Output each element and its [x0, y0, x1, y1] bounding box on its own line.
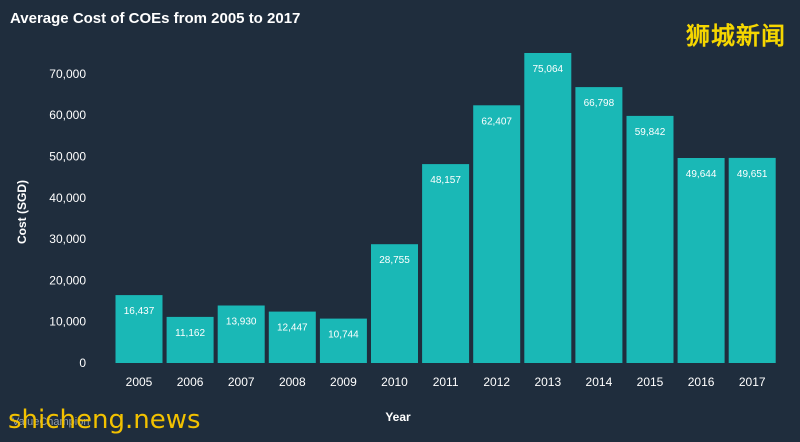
x-tick-label: 2013 — [534, 375, 561, 389]
bar-2007 — [217, 305, 265, 363]
data-label: 49,644 — [686, 169, 717, 180]
data-label: 48,157 — [430, 175, 461, 186]
data-label: 66,798 — [584, 98, 615, 109]
site-watermark: shicheng.news — [8, 405, 201, 435]
x-tick-labels: 2005 2006 2007 2008 2009 2010 2011 2012 2013 2014… — [126, 375, 766, 389]
bar-2010 — [371, 244, 418, 363]
source-note: ValueChampion — [12, 416, 90, 428]
x-axis-label: Year — [385, 410, 411, 424]
bar-2017 — [728, 157, 776, 363]
x-tick-label: 2005 — [126, 375, 153, 389]
bar-2016 — [677, 158, 725, 363]
data-label: 11,162 — [175, 328, 205, 339]
data-label: 16,437 — [124, 306, 155, 317]
bar-2013 — [524, 53, 572, 363]
x-tick-label: 2012 — [483, 375, 510, 389]
data-label: 12,447 — [277, 323, 308, 334]
y-tick-label: 70,000 — [49, 67, 86, 81]
x-tick-label: 2009 — [330, 375, 357, 389]
brand-watermark: 狮城新闻 — [686, 22, 786, 50]
x-tick-label: 2016 — [688, 375, 715, 389]
data-label: 75,064 — [533, 64, 564, 75]
data-label: 28,755 — [379, 255, 410, 266]
y-tick-label: 40,000 — [49, 191, 86, 205]
x-tick-label: 2017 — [739, 375, 766, 389]
bar-2005 — [115, 295, 163, 363]
x-tick-label: 2006 — [177, 375, 204, 389]
bar-2006 — [166, 316, 214, 363]
axes: Cost (SGD) Year — [15, 180, 411, 424]
x-tick-label: 2008 — [279, 375, 306, 389]
y-tick-label: 10,000 — [49, 315, 86, 329]
y-tick-label: 20,000 — [49, 273, 86, 287]
bars: 16,437 11,162 13,930 12,447 10,744 28,755 48,1… — [115, 53, 776, 364]
y-tick-label: 0 — [79, 356, 86, 370]
bar-2012 — [473, 105, 521, 364]
y-tick-label: 60,000 — [49, 108, 86, 122]
x-tick-label: 2011 — [433, 375, 459, 389]
y-tick-label: 50,000 — [49, 150, 86, 164]
bar-2008 — [268, 311, 316, 363]
data-label: 10,744 — [328, 330, 359, 341]
x-tick-label: 2014 — [586, 375, 613, 389]
data-label: 49,651 — [737, 169, 768, 180]
y-axis-label: Cost (SGD) — [15, 180, 29, 244]
y-tick-labels: 0 10,000 20,000 30,000 40,000 50,000 60,000 70,… — [49, 67, 86, 370]
data-label: 62,407 — [481, 116, 512, 127]
data-label: 59,842 — [635, 127, 666, 138]
bar-2009 — [319, 318, 367, 363]
data-label: 13,930 — [226, 317, 257, 328]
y-tick-label: 30,000 — [49, 232, 86, 246]
bar-2014 — [575, 87, 623, 363]
x-tick-label: 2007 — [228, 375, 255, 389]
bar-2011 — [422, 164, 470, 363]
chart-title: Average Cost of COEs from 2005 to 2017 — [10, 10, 301, 27]
x-tick-label: 2010 — [381, 375, 408, 389]
x-tick-label: 2015 — [637, 375, 664, 389]
bar-2015 — [626, 115, 674, 364]
